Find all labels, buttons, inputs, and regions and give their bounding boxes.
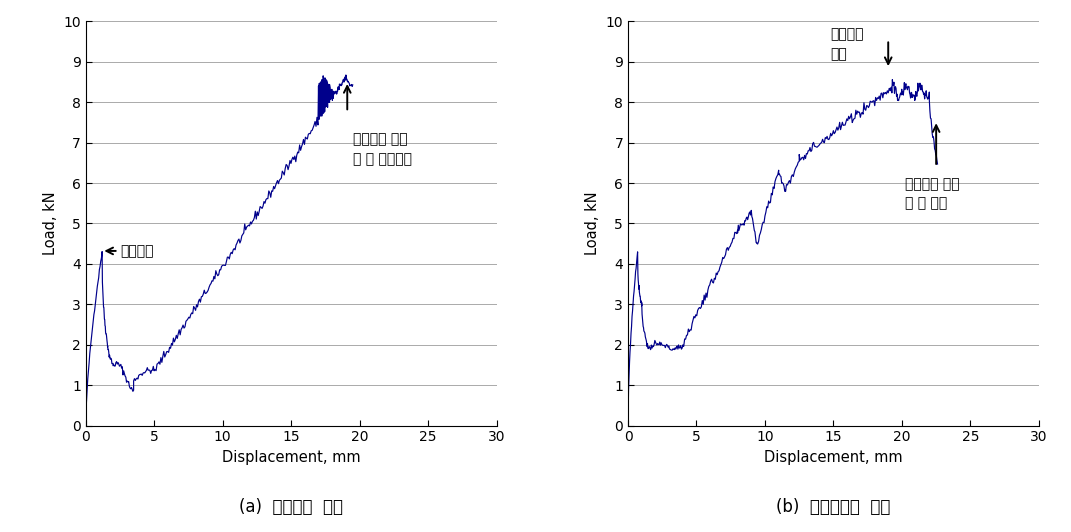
X-axis label: Displacement, mm: Displacement, mm (764, 450, 903, 465)
Text: 탄소섬유
파단: 탄소섬유 파단 (831, 27, 864, 61)
Text: (b)  하이브리드  시트: (b) 하이브리드 시트 (776, 498, 891, 517)
Text: (a)  탄소섬유  시트: (a) 탄소섬유 시트 (239, 498, 343, 517)
Text: 균열하중: 균열하중 (121, 244, 154, 258)
Text: 유리섬유 파단
및 보 파괴: 유리섬유 파단 및 보 파괴 (905, 177, 960, 211)
Y-axis label: Load, kN: Load, kN (585, 192, 600, 255)
Text: 탄소섬유 파단
및 보 취성파괴: 탄소섬유 파단 및 보 취성파괴 (352, 132, 411, 166)
X-axis label: Displacement, mm: Displacement, mm (222, 450, 361, 465)
Y-axis label: Load, kN: Load, kN (43, 192, 58, 255)
